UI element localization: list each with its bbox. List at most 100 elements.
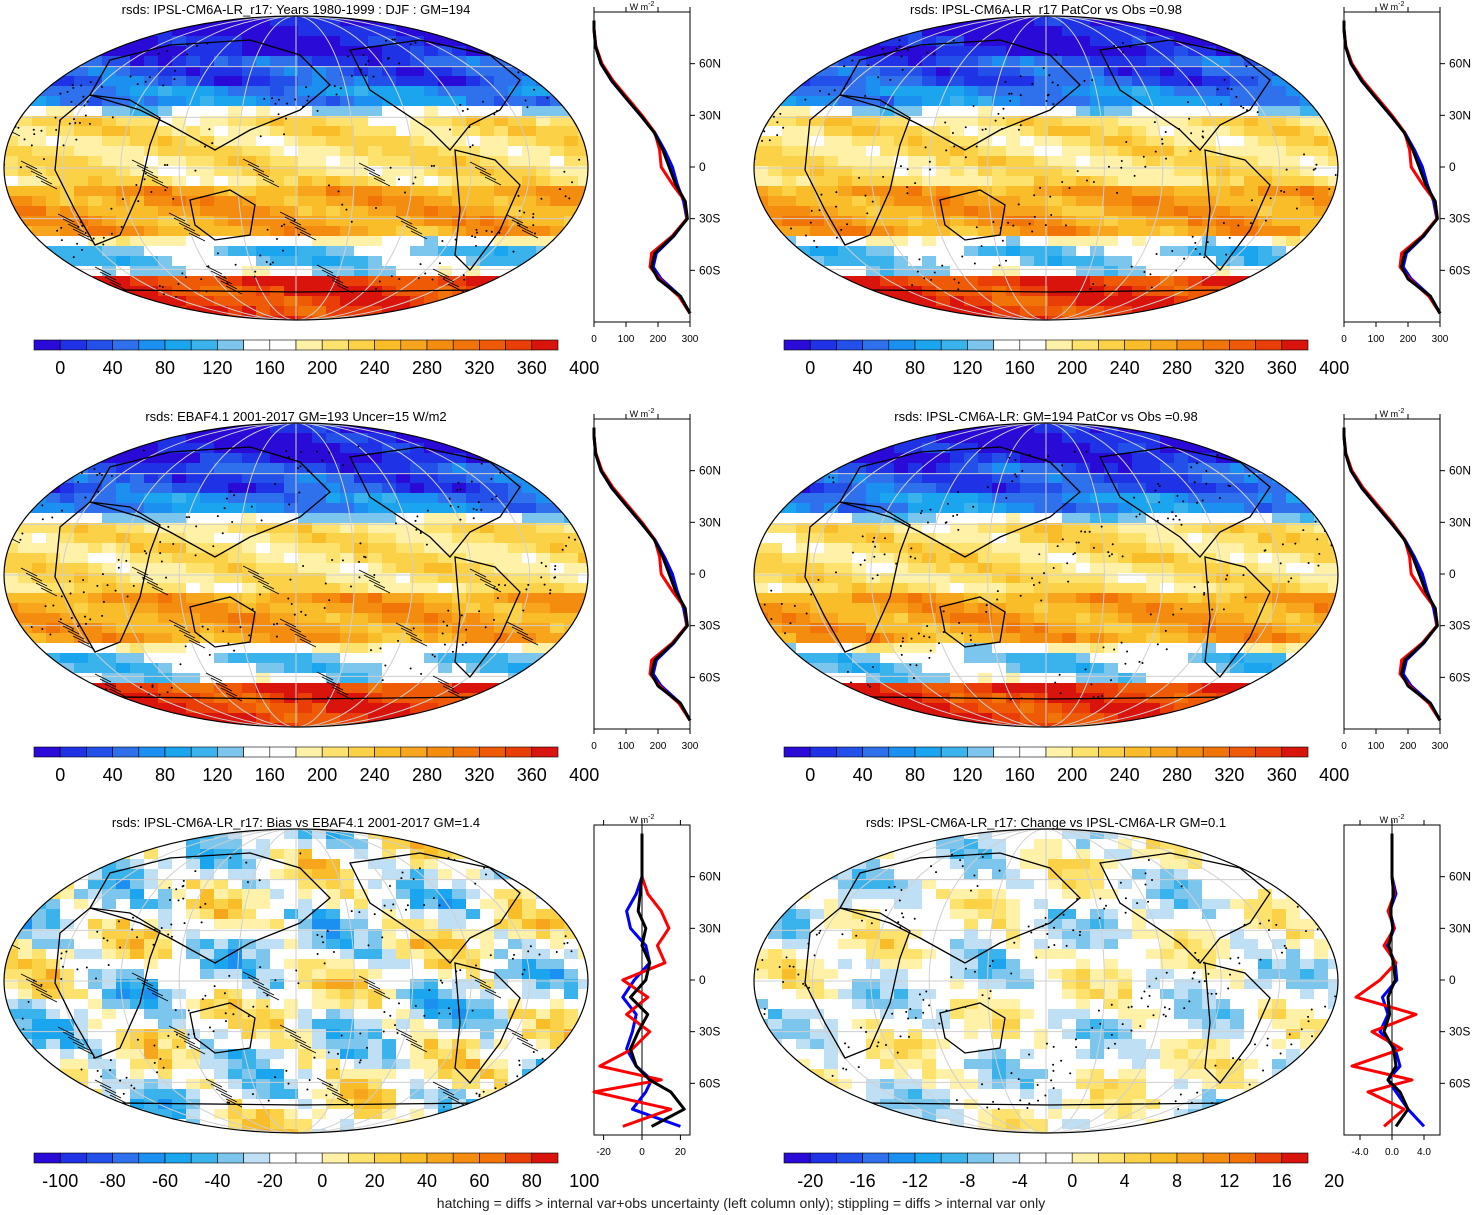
map-cell [564, 613, 579, 624]
map-cell [284, 523, 299, 534]
map-cell [270, 593, 285, 604]
map-cell [214, 76, 229, 87]
hatch-line [94, 673, 112, 683]
hatch-line [151, 586, 169, 596]
map-cell [312, 26, 327, 37]
map-cell [1230, 196, 1245, 207]
map-cell [1160, 36, 1175, 47]
stipple-dot [933, 271, 936, 274]
map-cell [88, 226, 103, 237]
map-cell [908, 276, 923, 287]
map-cell [1244, 36, 1259, 47]
map-cell [340, 196, 355, 207]
map-cell [298, 106, 313, 117]
map-cell [144, 583, 159, 594]
map-cell [992, 256, 1007, 267]
stipple-dot [532, 224, 535, 227]
map-cell [494, 543, 509, 554]
map-cell [480, 653, 495, 664]
map-cell [340, 86, 355, 97]
map-cell [452, 156, 467, 167]
map-cell [564, 76, 579, 87]
map-cell [46, 56, 61, 67]
map-graticule [4, 16, 588, 320]
map-cell [452, 306, 467, 317]
stipple-dot [1264, 219, 1267, 222]
map-cell [186, 246, 201, 257]
map-cell [102, 116, 117, 127]
profile-unit: W m [1380, 2, 1399, 12]
colorbar: 0 40 80 120 160 200 240 280 320 360 400 [783, 339, 1349, 378]
map-cell [550, 26, 565, 37]
hatch-line [479, 578, 497, 588]
map-cell [754, 256, 769, 267]
map-cell [326, 166, 341, 177]
map-cell [824, 246, 839, 257]
map-cell [270, 623, 285, 634]
map-cell [242, 96, 257, 107]
map-cell [894, 96, 909, 107]
map-cell [550, 246, 565, 257]
map-cell [368, 76, 383, 87]
map-cell [550, 266, 565, 277]
map-cell [326, 96, 341, 107]
map-cell [438, 226, 453, 237]
stipple-dot [357, 445, 360, 448]
map-cell [452, 66, 467, 77]
hatch-line [77, 640, 95, 650]
map-cell [466, 116, 481, 127]
map-cell [452, 643, 467, 654]
stipple-dot [8, 533, 11, 536]
map-cell [894, 146, 909, 157]
stipple-dot [784, 245, 787, 248]
map-cell [368, 653, 383, 664]
map-cell [1230, 276, 1245, 287]
map-cell [1118, 276, 1133, 287]
map-cell [46, 713, 61, 724]
map-cell [452, 26, 467, 37]
map-cell [32, 226, 47, 237]
map-cell [768, 276, 783, 287]
stipple-dot [431, 278, 434, 281]
map-cell [438, 176, 453, 187]
map-cell [1006, 26, 1021, 37]
map-cell [754, 186, 769, 197]
map-cell [74, 583, 89, 594]
map-cell [18, 643, 33, 654]
map-cell [4, 713, 19, 724]
map-cell [228, 463, 243, 474]
map-cell [1006, 16, 1021, 27]
stipple-dot [166, 691, 169, 694]
map-cell [578, 316, 588, 320]
map-cell [978, 206, 993, 217]
map-cell [852, 256, 867, 267]
map-cell [368, 106, 383, 117]
map-cell [200, 433, 215, 444]
stipple-dot [866, 212, 869, 215]
map-cell [186, 583, 201, 594]
map-cell [578, 663, 588, 674]
map-cell [60, 306, 75, 317]
map-cell [494, 136, 509, 147]
map-cell [438, 186, 453, 197]
map-cell [494, 583, 509, 594]
map-cell [1076, 126, 1091, 137]
map-cell [410, 483, 425, 494]
map-cell [522, 186, 537, 197]
map-cell [298, 653, 313, 664]
map-cell [1230, 16, 1245, 27]
map-cell [564, 276, 579, 287]
map-cell [424, 196, 439, 207]
map-cell [298, 146, 313, 157]
stipple-dot [472, 517, 475, 520]
map-cell [186, 146, 201, 157]
map-cell [158, 136, 173, 147]
map-cell [228, 513, 243, 524]
map-cell [312, 136, 327, 147]
continent-outline [189, 596, 256, 648]
map-cell [768, 86, 783, 97]
stipple-dot [804, 98, 807, 101]
map-cell [536, 186, 551, 197]
map-cell [964, 126, 979, 137]
map-cell [438, 236, 453, 247]
